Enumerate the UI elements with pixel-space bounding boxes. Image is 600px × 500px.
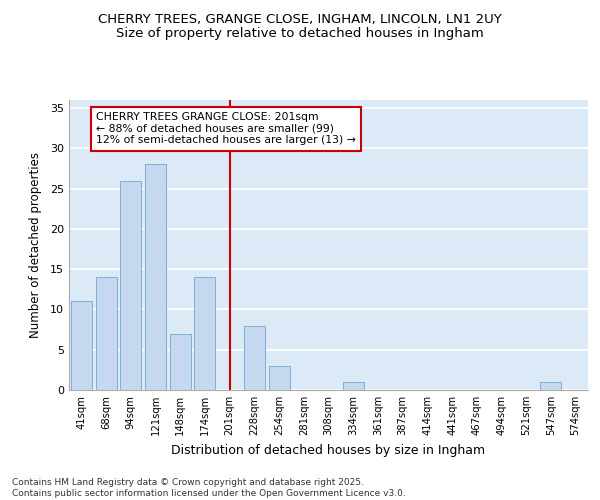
- Bar: [145, 164, 166, 390]
- Bar: [120, 180, 141, 390]
- Bar: [244, 326, 265, 390]
- Y-axis label: Number of detached properties: Number of detached properties: [29, 152, 41, 338]
- Bar: [194, 277, 215, 390]
- Text: Size of property relative to detached houses in Ingham: Size of property relative to detached ho…: [116, 28, 484, 40]
- Bar: [170, 334, 191, 390]
- Bar: [343, 382, 364, 390]
- Bar: [269, 366, 290, 390]
- Bar: [71, 302, 92, 390]
- Text: Contains HM Land Registry data © Crown copyright and database right 2025.
Contai: Contains HM Land Registry data © Crown c…: [12, 478, 406, 498]
- Text: CHERRY TREES, GRANGE CLOSE, INGHAM, LINCOLN, LN1 2UY: CHERRY TREES, GRANGE CLOSE, INGHAM, LINC…: [98, 12, 502, 26]
- Bar: [541, 382, 562, 390]
- Bar: [95, 277, 116, 390]
- Text: CHERRY TREES GRANGE CLOSE: 201sqm
← 88% of detached houses are smaller (99)
12% : CHERRY TREES GRANGE CLOSE: 201sqm ← 88% …: [96, 112, 356, 146]
- X-axis label: Distribution of detached houses by size in Ingham: Distribution of detached houses by size …: [172, 444, 485, 456]
